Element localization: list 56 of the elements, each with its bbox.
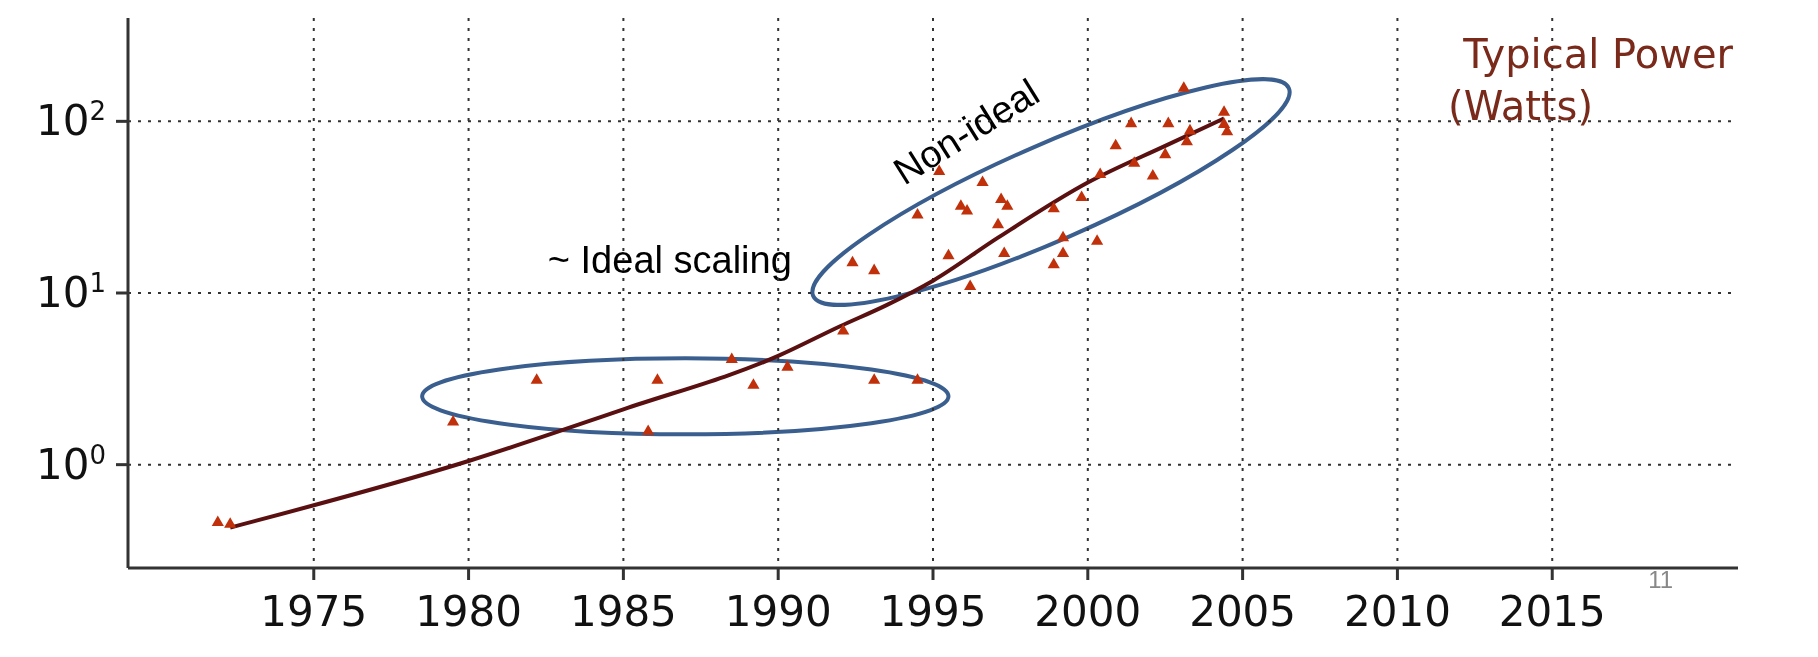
point	[1180, 134, 1193, 146]
point	[1146, 169, 1159, 180]
point	[954, 199, 967, 210]
point	[995, 192, 1008, 204]
point	[1177, 81, 1190, 92]
y-tick-label: 10$^{2}$	[36, 96, 106, 146]
point	[868, 373, 881, 384]
x-tick-label: 1995	[879, 586, 987, 636]
point	[1159, 147, 1172, 159]
point	[1128, 156, 1141, 167]
point	[942, 248, 955, 260]
point	[868, 263, 881, 275]
y-tick-label: 10$^{0}$	[36, 439, 106, 489]
point	[846, 255, 859, 267]
point	[1056, 246, 1070, 257]
point	[1125, 116, 1138, 128]
point	[447, 415, 460, 426]
point	[651, 373, 664, 384]
y-tick-label: 10$^{1}$	[36, 268, 106, 317]
point	[991, 217, 1005, 229]
x-tick-label: 2015	[1498, 586, 1606, 636]
point	[530, 373, 543, 384]
point	[1217, 105, 1231, 116]
point	[1047, 201, 1060, 213]
x-tick-label: 1975	[260, 586, 368, 636]
y-axis-title: Typical Power (Watts)	[1448, 31, 1734, 129]
point	[960, 204, 974, 215]
point	[911, 373, 924, 384]
x-tick-label: 1985	[569, 586, 677, 636]
x-tick-label: 1990	[724, 586, 832, 636]
point	[1001, 199, 1014, 210]
point	[781, 360, 794, 371]
point	[1109, 138, 1122, 150]
point	[911, 207, 924, 219]
point	[1075, 190, 1088, 202]
point	[998, 246, 1011, 257]
point	[725, 352, 738, 363]
point	[837, 324, 850, 335]
point	[1217, 117, 1231, 128]
point	[1183, 123, 1197, 135]
x-tick-label: 2010	[1343, 586, 1451, 636]
annotation: ~ Ideal scaling	[547, 239, 792, 282]
x-tick-label: 2000	[1034, 586, 1142, 636]
point	[1091, 234, 1104, 245]
x-tick-label: 2005	[1189, 586, 1297, 636]
point	[747, 378, 760, 389]
point	[1047, 257, 1060, 269]
annotation: 11	[1648, 566, 1674, 593]
point	[642, 424, 655, 436]
point	[1094, 167, 1107, 179]
point	[1056, 230, 1070, 242]
point	[1162, 116, 1175, 128]
point	[964, 279, 977, 291]
x-tick-label: 1980	[415, 586, 523, 636]
point	[224, 517, 237, 528]
point	[211, 515, 224, 527]
